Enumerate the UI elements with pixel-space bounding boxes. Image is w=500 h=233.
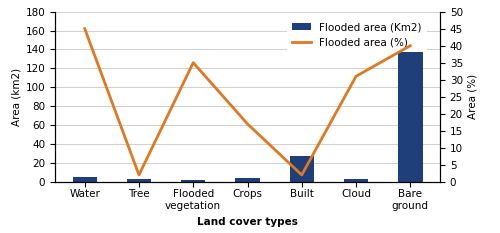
Bar: [398, 31, 422, 182]
Y-axis label: Area (%): Area (%): [467, 74, 477, 119]
X-axis label: Land cover types: Land cover types: [197, 216, 298, 226]
Flooded area (%): [408, 44, 414, 47]
Flooded area (%): [190, 61, 196, 64]
Flooded area (%): [82, 27, 87, 30]
Bar: [344, 179, 368, 182]
Bar: [290, 156, 314, 182]
Line: Flooded area (%): Flooded area (%): [84, 29, 410, 175]
Bar: [181, 180, 206, 182]
Flooded area (%): [353, 75, 359, 78]
Bar: [236, 178, 260, 182]
Y-axis label: Area (km2): Area (km2): [12, 68, 22, 126]
Bar: [72, 177, 97, 182]
Flooded area (%): [299, 174, 305, 176]
Flooded area (%): [136, 174, 142, 176]
Bar: [127, 179, 151, 182]
Flooded area (%): [244, 123, 250, 125]
Legend: Flooded area (Km2), Flooded area (%): Flooded area (Km2), Flooded area (%): [287, 17, 427, 52]
